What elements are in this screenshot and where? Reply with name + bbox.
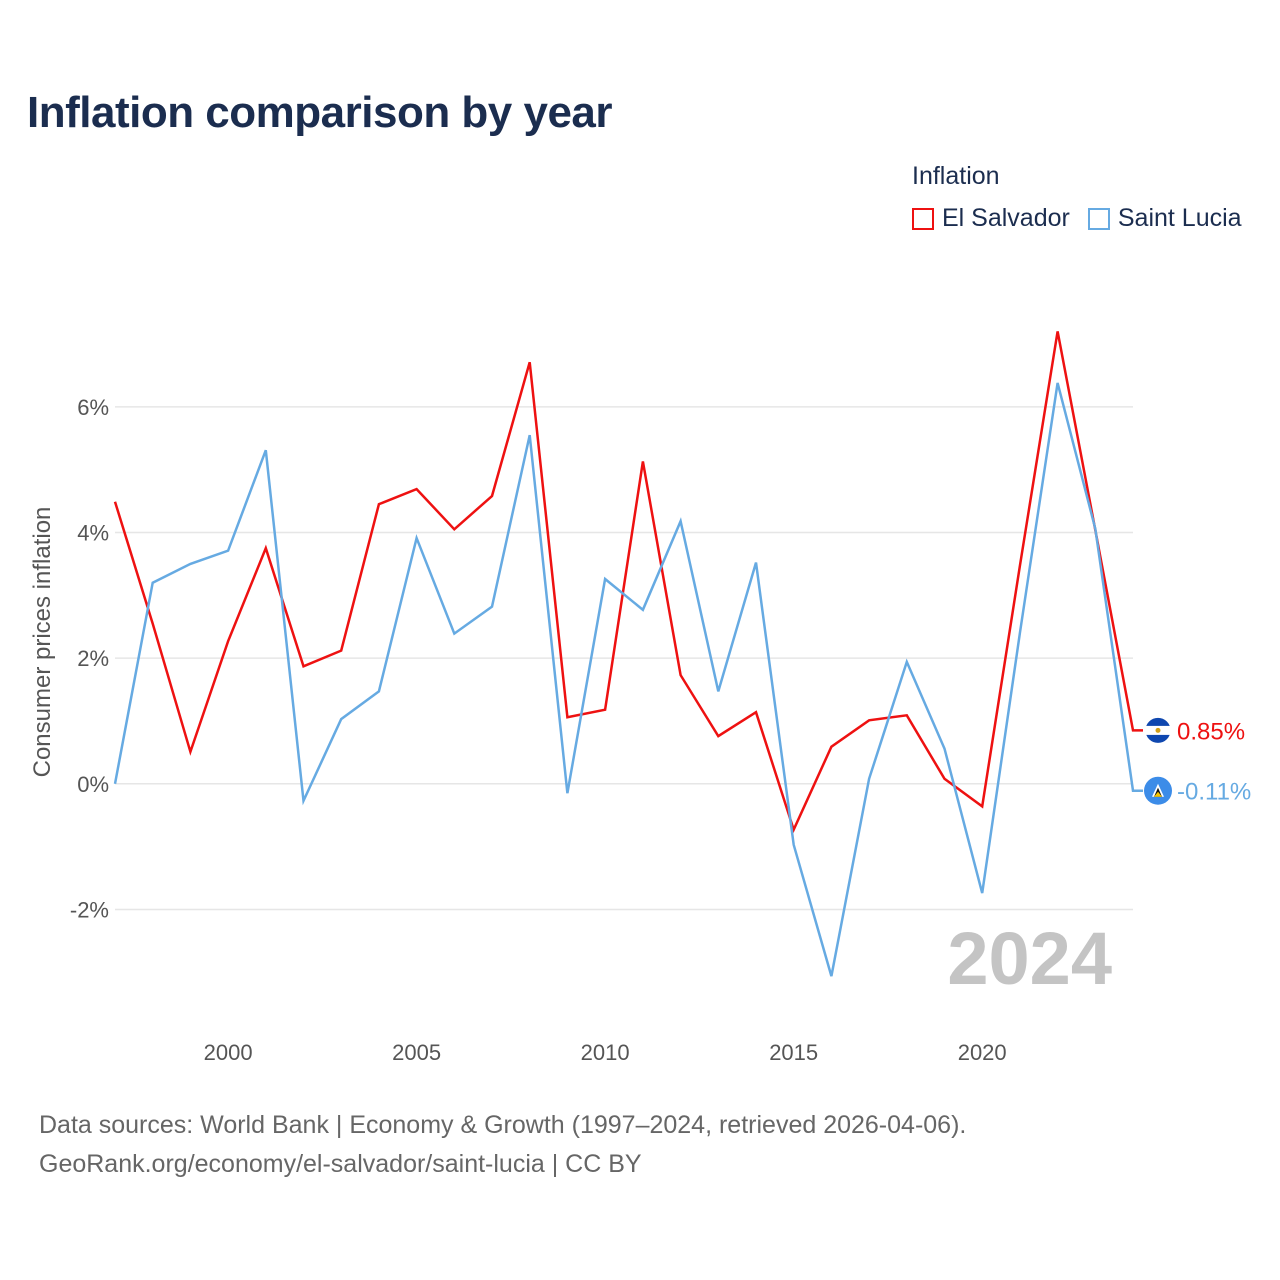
legend-item-saint-lucia[interactable]: Saint Lucia: [1087, 204, 1242, 233]
footer: Data sources: World Bank | Economy & Gro…: [39, 1106, 966, 1184]
x-tick-label: 2020: [958, 1040, 1007, 1065]
legend-item-el-salvador[interactable]: El Salvador: [912, 204, 1070, 233]
series-line-saint-lucia[interactable]: [113, 382, 1143, 977]
y-tick-label: 6%: [77, 395, 109, 420]
x-axis-ticks: 2000 2005 2010 2015 2020: [204, 1040, 1007, 1065]
x-tick-label: 2010: [581, 1040, 630, 1065]
line-chart: 6% 4% 2% 0% -2% 2000 2005 2010 2015 2020 Consume…: [29, 331, 1251, 1065]
flag-icon-saint-lucia: [1144, 776, 1172, 805]
y-tick-label: 2%: [77, 646, 109, 671]
y-axis-label: Consumer prices inflation: [29, 507, 56, 778]
chart-title: Inflation comparison by year: [27, 88, 613, 137]
legend-label-saint-lucia: Saint Lucia: [1117, 204, 1242, 232]
legend-swatch-saint-lucia: [1087, 207, 1110, 230]
y-tick-label: 4%: [77, 520, 109, 545]
y-tick-label: -2%: [70, 897, 109, 922]
legend: El Salvador Saint Lucia: [912, 204, 1260, 233]
y-axis-ticks: 6% 4% 2% 0% -2%: [70, 395, 109, 923]
current-year-watermark: 2024: [947, 917, 1112, 1000]
footer-source: Data sources: World Bank | Economy & Gro…: [39, 1111, 967, 1139]
legend-title: Inflation: [912, 162, 1000, 190]
x-tick-label: 2015: [769, 1040, 818, 1065]
y-tick-label: 0%: [77, 772, 109, 797]
series-line-el-salvador[interactable]: [113, 331, 1143, 834]
flag-icon-el-salvador: [1144, 716, 1172, 744]
x-tick-label: 2005: [392, 1040, 441, 1065]
legend-label-el-salvador: El Salvador: [942, 204, 1070, 232]
gridlines: [115, 406, 1133, 911]
end-value-label-saint-lucia: -0.11%: [1177, 779, 1251, 806]
legend-swatch-el-salvador: [912, 207, 934, 230]
footer-link[interactable]: GeoRank.org/economy/el-salvador/saint-lu…: [39, 1150, 642, 1178]
x-tick-label: 2000: [204, 1040, 253, 1065]
series-end-labels: 0.85% -0.11%: [1144, 716, 1251, 806]
series-lines: [113, 331, 1143, 977]
end-value-label-el-salvador: 0.85%: [1177, 718, 1245, 745]
